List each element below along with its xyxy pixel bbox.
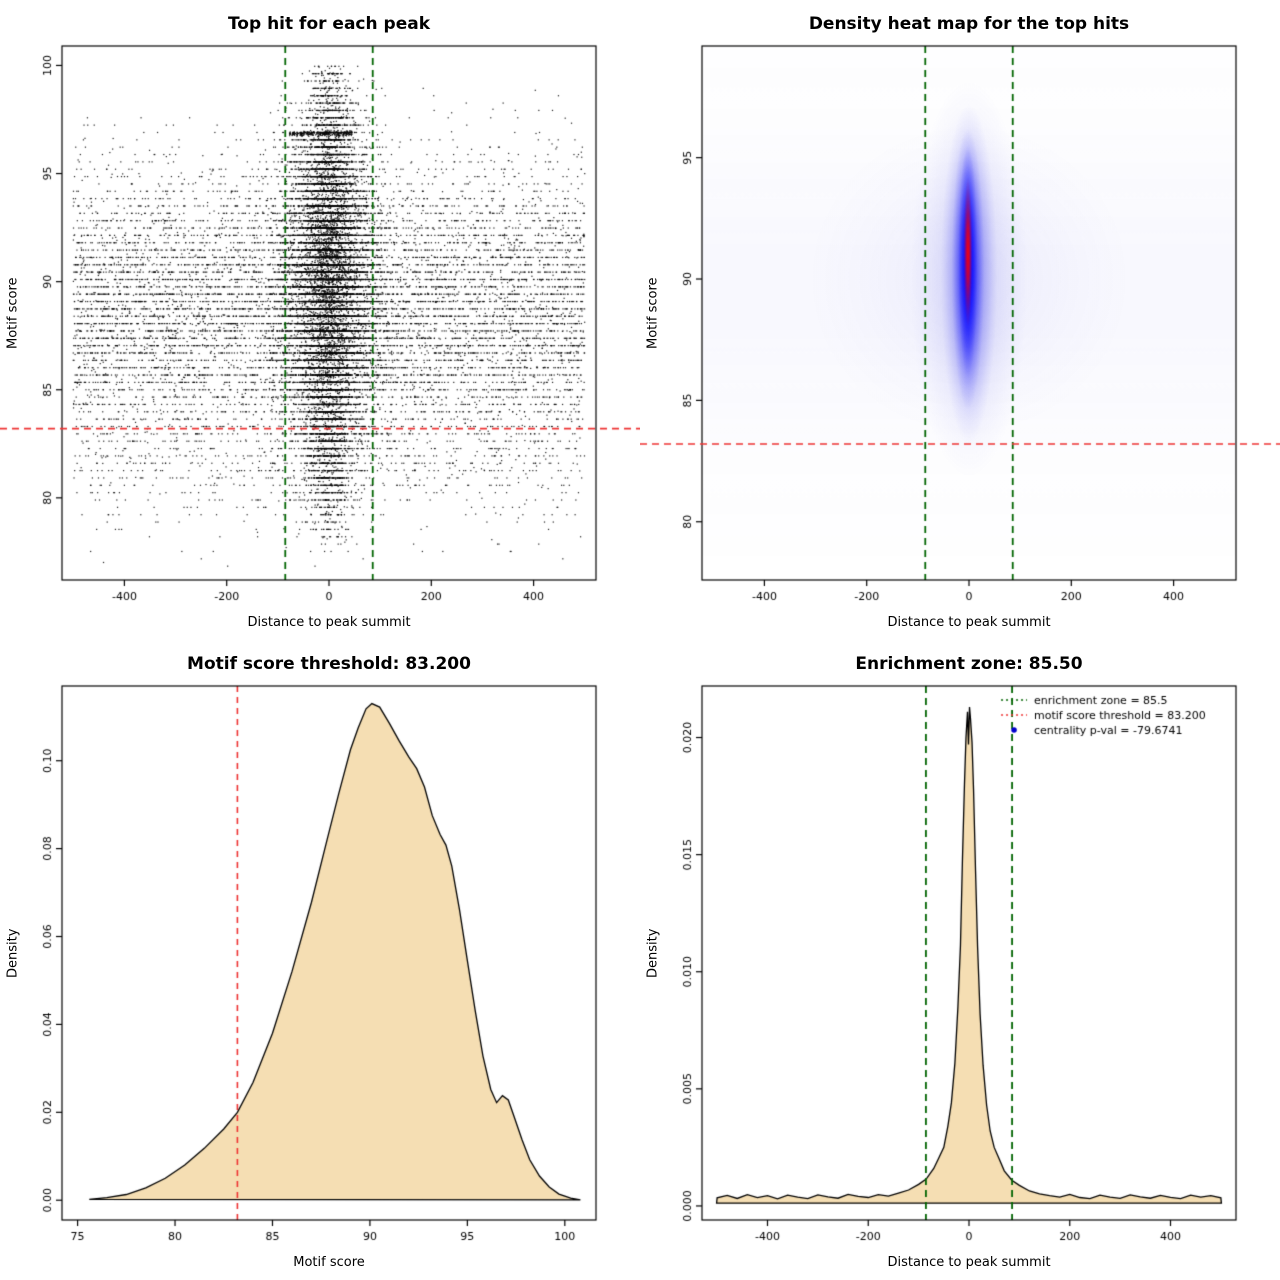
motif-score-density-canvas <box>0 640 640 1280</box>
x-axis-label: Distance to peak summit <box>247 615 411 630</box>
y-axis-label: Motif score <box>5 277 21 349</box>
x-axis-label: Distance to peak summit <box>887 1255 1051 1270</box>
panel-title: Motif score threshold: 83.200 <box>187 654 471 674</box>
y-axis-label: Density <box>5 928 21 978</box>
y-axis-label: Motif score <box>645 277 661 349</box>
scatter-plot-canvas <box>0 0 640 640</box>
panel-title: Density heat map for the top hits <box>808 14 1130 34</box>
panel-title: Enrichment zone: 85.50 <box>855 654 1083 674</box>
heatmap-canvas <box>640 0 1280 640</box>
panel-title: Top hit for each peak <box>227 14 431 34</box>
panel-scatter-top-hits: Top hit for each peak Distance to peak s… <box>0 0 640 640</box>
y-axis-label: Density <box>645 928 661 978</box>
panel-density-heatmap: Density heat map for the top hits Distan… <box>640 0 1280 640</box>
summit-distance-density-canvas <box>640 640 1280 1280</box>
panel-summit-distance-density: Enrichment zone: 85.50 Distance to peak … <box>640 640 1280 1280</box>
panel-motif-score-density: Motif score threshold: 83.200 Motif scor… <box>0 640 640 1280</box>
x-axis-label: Motif score <box>293 1255 365 1270</box>
x-axis-label: Distance to peak summit <box>887 615 1051 630</box>
